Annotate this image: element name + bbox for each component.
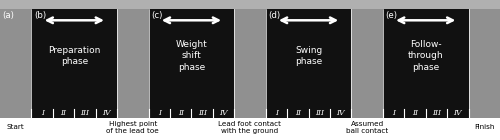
Text: III: III xyxy=(432,109,441,117)
Bar xyxy=(0,118,500,140)
Text: Weight
shift
phase: Weight shift phase xyxy=(176,40,208,72)
Bar xyxy=(32,9,117,108)
Bar xyxy=(468,108,500,118)
Text: IV: IV xyxy=(336,109,345,117)
Text: Highest point
of the lead toe: Highest point of the lead toe xyxy=(106,121,159,134)
Text: III: III xyxy=(315,109,324,117)
Bar xyxy=(117,9,148,108)
Bar xyxy=(352,108,383,118)
Bar xyxy=(234,9,266,108)
Text: II: II xyxy=(412,109,418,117)
Text: Follow-
through
phase: Follow- through phase xyxy=(408,40,444,72)
Text: Start: Start xyxy=(7,124,24,130)
Text: (c): (c) xyxy=(151,11,162,20)
Bar xyxy=(148,9,234,108)
Bar xyxy=(117,108,148,118)
Text: Lead foot contact
with the ground: Lead foot contact with the ground xyxy=(218,121,282,134)
Text: IV: IV xyxy=(102,109,110,117)
Text: (d): (d) xyxy=(268,11,280,20)
Text: II: II xyxy=(178,109,184,117)
Bar xyxy=(383,9,468,108)
Text: I: I xyxy=(275,109,278,117)
Text: I: I xyxy=(158,109,161,117)
Text: I: I xyxy=(392,109,395,117)
Text: II: II xyxy=(295,109,301,117)
Text: III: III xyxy=(198,109,206,117)
Text: I: I xyxy=(40,109,43,117)
Bar xyxy=(266,9,352,108)
Text: (e): (e) xyxy=(386,11,398,20)
Text: (b): (b) xyxy=(34,11,46,20)
Text: IV: IV xyxy=(220,109,228,117)
Bar xyxy=(0,108,32,118)
Text: Assumed
ball contact: Assumed ball contact xyxy=(346,121,389,134)
Bar xyxy=(352,9,383,108)
Text: Preparation
phase: Preparation phase xyxy=(48,46,100,66)
Bar xyxy=(0,9,32,108)
Text: III: III xyxy=(80,109,90,117)
Text: Finish: Finish xyxy=(474,124,494,130)
Bar xyxy=(234,108,266,118)
Text: Swing
phase: Swing phase xyxy=(295,46,322,66)
Bar xyxy=(468,9,500,108)
Text: (a): (a) xyxy=(2,11,14,20)
Text: IV: IV xyxy=(454,109,462,117)
Bar xyxy=(0,108,500,118)
Text: II: II xyxy=(60,109,66,117)
Bar xyxy=(0,9,500,108)
